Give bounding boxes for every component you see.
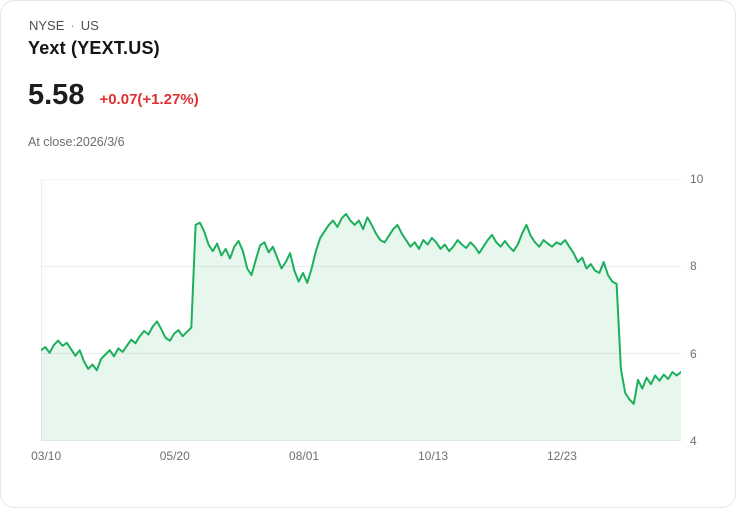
x-axis-tick: 03/10 [31, 449, 62, 463]
y-axis-tick: 4 [690, 434, 697, 448]
y-axis-tick: 6 [690, 346, 697, 361]
price-chart[interactable] [41, 179, 681, 441]
separator-dot: · [70, 18, 75, 33]
price-change: +0.07(+1.27%) [99, 91, 199, 108]
exchange-label: NYSE [29, 18, 65, 33]
x-axis-tick: 12/23 [546, 449, 577, 463]
y-axis-tick: 8 [690, 259, 697, 274]
region-label: US [80, 18, 99, 33]
stock-title: Yext (YEXT.US) [28, 38, 160, 58]
x-axis-tick: 05/20 [159, 449, 190, 463]
x-axis-tick: 08/01 [289, 449, 320, 463]
y-axis: 10 8 6 4 [690, 173, 730, 447]
price-chart-svg[interactable] [41, 179, 681, 441]
x-axis-tick: 10/13 [417, 449, 449, 463]
close-time-note: At close:2026/3/6 [28, 135, 125, 149]
x-axis: 03/10 05/20 08/01 10/13 12/23 [31, 449, 681, 466]
y-axis-tick: 10 [690, 172, 704, 186]
current-price: 5.58 [28, 79, 85, 111]
exchange-row: NYSE · US [29, 18, 99, 33]
price-row: 5.58 +0.07(+1.27%) [28, 79, 199, 112]
